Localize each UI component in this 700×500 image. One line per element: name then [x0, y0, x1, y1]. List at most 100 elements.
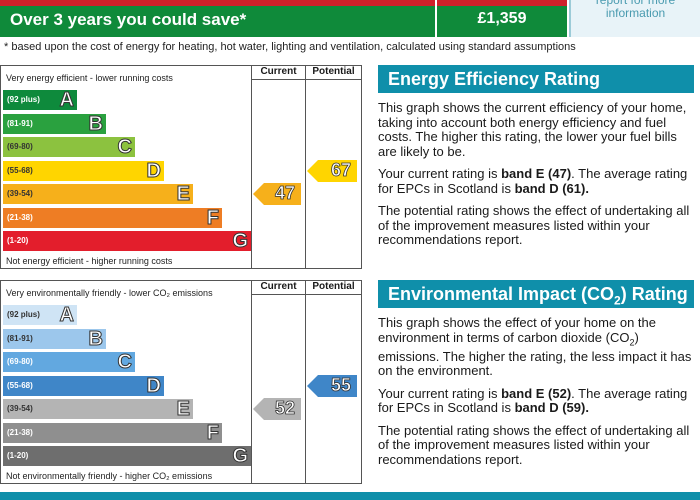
savings-banner-top-stripe: [0, 0, 435, 6]
text-fragment: . The average rating for EPCs in Scotlan…: [378, 166, 688, 196]
band-letter: D: [146, 159, 161, 182]
savings-amount-top-stripe: [437, 0, 567, 6]
potential-rating-value: 67: [330, 159, 352, 180]
title-subscript: 2: [614, 293, 621, 308]
current-rating-value: 47: [274, 183, 296, 204]
current-rating-arrow: 52: [253, 398, 301, 420]
band-letter: A: [59, 89, 74, 112]
band-range-label: (55-68): [7, 380, 33, 390]
band-letter: A: [59, 304, 74, 327]
rating-band-e: (39-54) E: [3, 398, 193, 421]
recommendations-note: report for more information: [595, 0, 676, 20]
current-rating-value: 52: [274, 398, 296, 419]
column-header-divider: [251, 294, 361, 295]
rating-band-f: (21-38) F: [3, 421, 222, 444]
band-range-label: (92 plus): [7, 310, 40, 319]
rating-band-f: (21-38) F: [3, 206, 222, 229]
text-fragment: This graph shows the effect of your home…: [378, 315, 656, 345]
environment-rating-paragraph-1: This graph shows the effect of your home…: [378, 315, 696, 379]
text-fragment: Your current rating is: [378, 166, 502, 181]
energy-rating-title: Energy Efficiency Rating: [378, 65, 694, 93]
chart-bottom-label: Not environmentally friendly - higher CO…: [6, 471, 213, 481]
rating-band-d: (55-68) D: [3, 374, 164, 397]
rating-band-c: (69-80) C: [3, 136, 135, 159]
savings-amount: £1,359: [477, 10, 527, 27]
rating-band-b: (81-91) B: [3, 112, 106, 135]
band-range-label: (39-54): [7, 189, 33, 198]
band-range-label: (21-38): [7, 212, 33, 222]
band-letter: B: [88, 112, 103, 135]
band-range-label: (1-20): [7, 451, 29, 460]
rating-band-g: (1-20) G: [3, 230, 251, 253]
band-range-label: (55-68): [7, 165, 33, 175]
current-rating-arrow: 47: [253, 183, 301, 205]
environment-rating-paragraph-2: Your current rating is band E (52). The …: [378, 385, 696, 416]
rating-band-g: (1-20) G: [3, 445, 251, 468]
band-letter: D: [146, 374, 161, 397]
current-column-header: Current: [260, 281, 297, 292]
chart-bottom-label: Not energy efficient - higher running co…: [6, 256, 173, 266]
environmental-impact-chart: Current Potential Very environmentally f…: [0, 280, 362, 484]
energy-rating-paragraph-2: Your current rating is band E (47). The …: [378, 166, 696, 196]
energy-rating-description: This graph shows the current efficiency …: [378, 100, 696, 256]
band-range-label: (81-91): [7, 118, 33, 128]
energy-efficiency-chart: Current Potential Very energy efficient …: [0, 65, 362, 269]
current-column-divider: [251, 66, 252, 268]
rating-band-c: (69-80) C: [3, 351, 135, 374]
band-range-label: (69-80): [7, 357, 33, 366]
text-fragment: ) emissions. The higher the rating, the …: [378, 329, 692, 379]
potential-column-header: Potential: [312, 281, 355, 292]
potential-rating-arrow: 55: [307, 374, 357, 397]
current-column-divider: [251, 281, 252, 483]
rating-band-d: (55-68) D: [3, 159, 164, 182]
rating-band-e: (39-54) E: [3, 183, 193, 206]
band-letter: B: [88, 327, 103, 350]
recommendations-note-box: report for more information: [569, 0, 700, 37]
energy-rating-paragraph-1: This graph shows the current efficiency …: [378, 100, 687, 159]
band-letter: G: [232, 445, 249, 468]
footnote: * based upon the cost of energy for heat…: [4, 41, 576, 53]
rating-band-b: (81-91) B: [3, 327, 106, 350]
band-letter: G: [232, 230, 249, 253]
potential-rating-value: 55: [330, 374, 352, 395]
average-band-text: band D (59).: [514, 400, 589, 416]
potential-rating-arrow-shape: [307, 159, 357, 182]
title-fragment: Environmental Impact (CO: [388, 284, 615, 304]
text-subscript: 2: [629, 337, 635, 348]
current-rating-arrow-shape: [253, 398, 301, 420]
current-column-header: Current: [260, 66, 297, 77]
band-range-label: (1-20): [7, 236, 29, 245]
environment-rating-paragraph-3: The potential rating shows the effect of…: [378, 422, 690, 467]
potential-column-divider: [305, 281, 306, 483]
band-letter: E: [176, 183, 190, 206]
rating-band-a: (92 plus) A: [3, 89, 77, 112]
column-header-divider: [251, 79, 361, 80]
energy-rating-paragraph-3: The potential rating shows the effect of…: [378, 203, 690, 247]
savings-amount-box: £1,359: [437, 0, 567, 37]
text-fragment: . The average rating for EPCs in Scotlan…: [378, 385, 688, 416]
bottom-bar: [0, 492, 700, 500]
current-band-text: band E (47): [501, 166, 572, 181]
current-rating-arrow-shape: [253, 183, 301, 205]
rating-band-a: (92 plus) A: [3, 304, 77, 327]
potential-column-divider: [305, 66, 306, 268]
chart-top-label: Very energy efficient - lower running co…: [6, 73, 173, 83]
environment-rating-title: Environmental Impact (CO2) Rating: [378, 280, 694, 308]
band-letter: F: [206, 421, 219, 444]
current-band-text: band E (52): [501, 385, 572, 401]
environment-rating-description: This graph shows the effect of your home…: [378, 315, 696, 475]
potential-rating-arrow-shape: [307, 374, 357, 397]
band-range-label: (92 plus): [7, 95, 40, 104]
band-range-label: (69-80): [7, 142, 33, 151]
band-range-label: (81-91): [7, 333, 33, 343]
band-range-label: (39-54): [7, 404, 33, 413]
band-letter: E: [176, 398, 190, 421]
potential-rating-arrow: 67: [307, 159, 357, 182]
band-letter: F: [206, 206, 219, 229]
title-fragment: ) Rating: [620, 284, 688, 304]
band-letter: C: [117, 136, 132, 159]
potential-column-header: Potential: [312, 66, 355, 77]
text-fragment: Your current rating is: [378, 385, 502, 401]
savings-banner: Over 3 years you could save*: [0, 0, 435, 37]
savings-headline: Over 3 years you could save*: [10, 10, 247, 29]
